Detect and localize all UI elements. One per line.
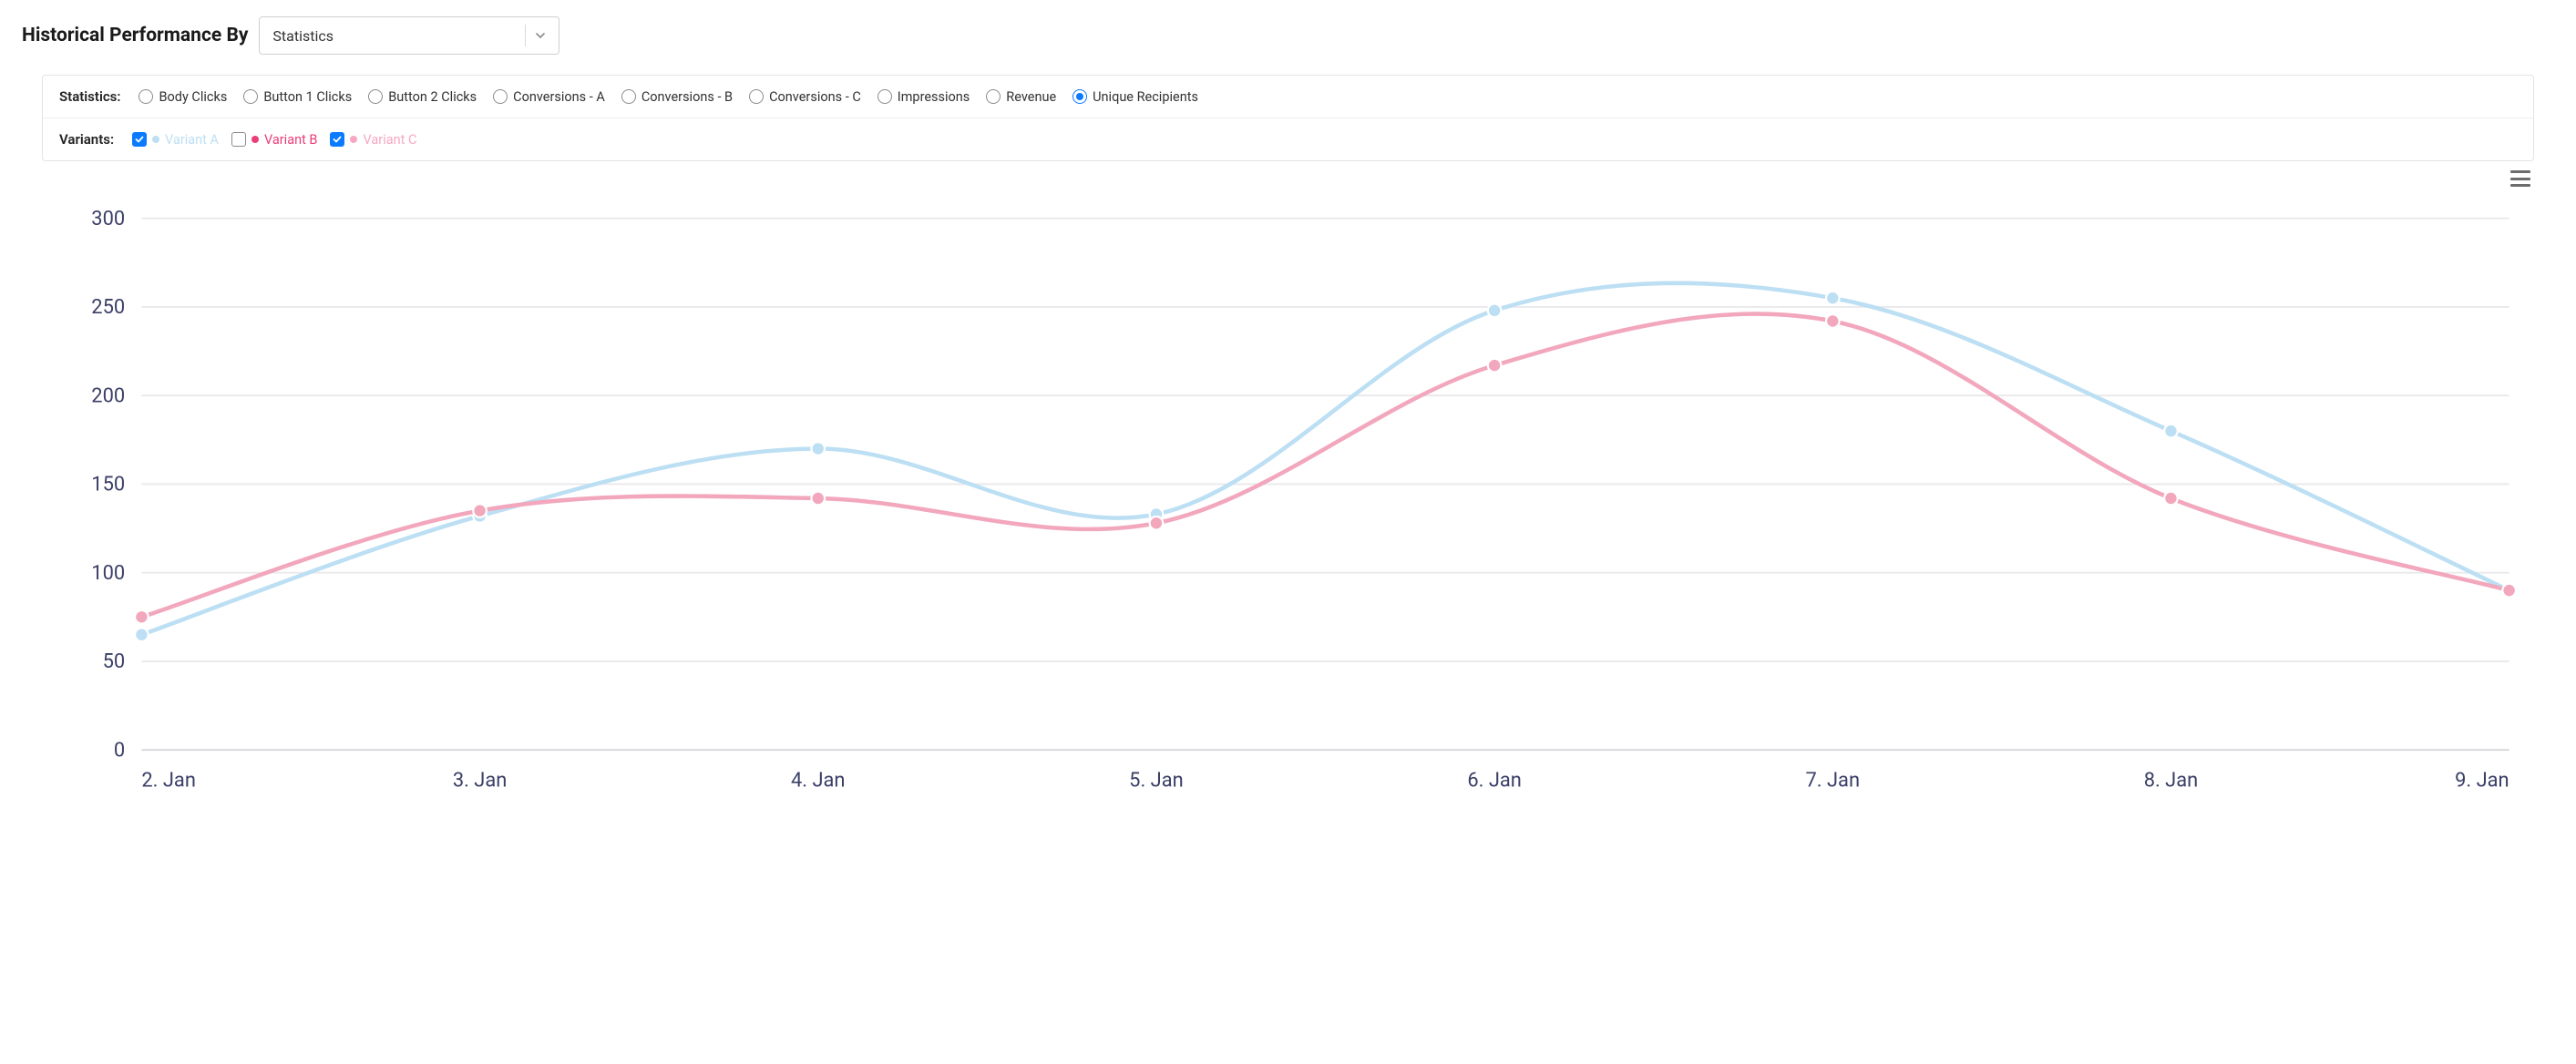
series-marker: [473, 504, 487, 517]
statistics-radio[interactable]: Conversions - C: [749, 89, 861, 105]
view-dropdown[interactable]: Statistics: [259, 16, 559, 55]
variant-label: Variant A: [165, 132, 219, 148]
series-marker: [1826, 292, 1840, 305]
svg-text:250: 250: [91, 296, 125, 319]
variant-checkbox[interactable]: Variant B: [231, 132, 318, 148]
radio-icon: [243, 89, 258, 104]
radio-icon: [877, 89, 892, 104]
statistics-radio-label: Impressions: [898, 89, 970, 105]
svg-text:0: 0: [114, 739, 125, 762]
series-marker: [135, 628, 149, 641]
statistics-radio[interactable]: Body Clicks: [139, 89, 227, 105]
svg-text:8. Jan: 8. Jan: [2144, 769, 2199, 792]
svg-text:7. Jan: 7. Jan: [1806, 769, 1861, 792]
svg-text:5. Jan: 5. Jan: [1129, 769, 1183, 792]
radio-icon: [493, 89, 508, 104]
statistics-radio-label: Conversions - C: [769, 89, 861, 105]
svg-text:200: 200: [91, 384, 125, 407]
series-marker: [1488, 304, 1502, 318]
radio-icon: [749, 89, 764, 104]
statistics-radio[interactable]: Unique Recipients: [1072, 89, 1198, 105]
statistics-radio-label: Button 1 Clicks: [263, 89, 352, 105]
variants-row: Variants: Variant A Variant B Variant C: [43, 118, 2533, 160]
statistics-label: Statistics:: [59, 88, 120, 105]
statistics-radio-label: Unique Recipients: [1093, 89, 1198, 105]
svg-text:50: 50: [103, 650, 126, 673]
statistics-radio-label: Revenue: [1006, 89, 1056, 105]
statistics-row: Statistics: Body Clicks Button 1 Clicks Bu…: [43, 76, 2533, 118]
series-line: [141, 283, 2509, 635]
statistics-radio[interactable]: Revenue: [986, 89, 1056, 105]
statistics-radio[interactable]: Conversions - A: [493, 89, 605, 105]
series-marker: [1826, 314, 1840, 328]
chevron-down-icon: [535, 30, 546, 41]
performance-line-chart: 0 50 100 150 200 250 300 2. Jan 3. Jan 4. Jan 5. J…: [42, 169, 2534, 816]
svg-text:150: 150: [91, 474, 125, 496]
svg-text:6. Jan: 6. Jan: [1467, 769, 1521, 792]
chart-menu-icon[interactable]: [2510, 170, 2530, 187]
series-marker: [811, 442, 825, 455]
statistics-radio[interactable]: Impressions: [877, 89, 970, 105]
variant-dot-icon: [152, 136, 159, 143]
series-line: [141, 314, 2509, 618]
svg-text:300: 300: [91, 208, 125, 230]
series-marker: [135, 610, 149, 624]
radio-icon: [139, 89, 153, 104]
variant-dot-icon: [251, 136, 259, 143]
radio-icon: [368, 89, 383, 104]
checkbox-icon: [330, 132, 344, 147]
series-marker: [1488, 359, 1502, 373]
statistics-radio-label: Conversions - A: [513, 89, 605, 105]
statistics-radio-label: Conversions - B: [641, 89, 733, 105]
variant-label: Variant C: [363, 132, 416, 148]
series-marker: [2164, 425, 2178, 438]
series-marker: [1150, 517, 1164, 530]
svg-text:2. Jan: 2. Jan: [141, 769, 195, 792]
series-marker: [2164, 492, 2178, 506]
series-marker: [811, 492, 825, 506]
variant-dot-icon: [350, 136, 357, 143]
dropdown-separator: [525, 25, 526, 46]
header: Historical Performance By Statistics: [22, 16, 2554, 55]
page-title: Historical Performance By: [22, 25, 248, 46]
statistics-radio[interactable]: Conversions - B: [621, 89, 733, 105]
radio-icon: [1072, 89, 1087, 104]
svg-text:9. Jan: 9. Jan: [2455, 769, 2509, 792]
statistics-radio-label: Body Clicks: [159, 89, 227, 105]
series-marker: [2502, 584, 2516, 598]
svg-text:3. Jan: 3. Jan: [453, 769, 508, 792]
svg-text:4. Jan: 4. Jan: [791, 769, 845, 792]
view-dropdown-value: Statistics: [272, 27, 525, 45]
filters-card: Statistics: Body Clicks Button 1 Clicks Bu…: [42, 75, 2534, 161]
variant-checkbox[interactable]: Variant A: [132, 132, 219, 148]
variant-label: Variant B: [264, 132, 318, 148]
statistics-radio[interactable]: Button 2 Clicks: [368, 89, 477, 105]
chart-area: 0 50 100 150 200 250 300 2. Jan 3. Jan 4. Jan 5. J…: [42, 169, 2534, 816]
checkbox-icon: [132, 132, 147, 147]
radio-icon: [621, 89, 636, 104]
svg-text:100: 100: [91, 562, 125, 585]
statistics-radio[interactable]: Button 1 Clicks: [243, 89, 352, 105]
variants-label: Variants:: [59, 131, 114, 148]
checkbox-icon: [231, 132, 246, 147]
variant-checkbox[interactable]: Variant C: [330, 132, 416, 148]
radio-icon: [986, 89, 1001, 104]
statistics-radio-label: Button 2 Clicks: [388, 89, 477, 105]
